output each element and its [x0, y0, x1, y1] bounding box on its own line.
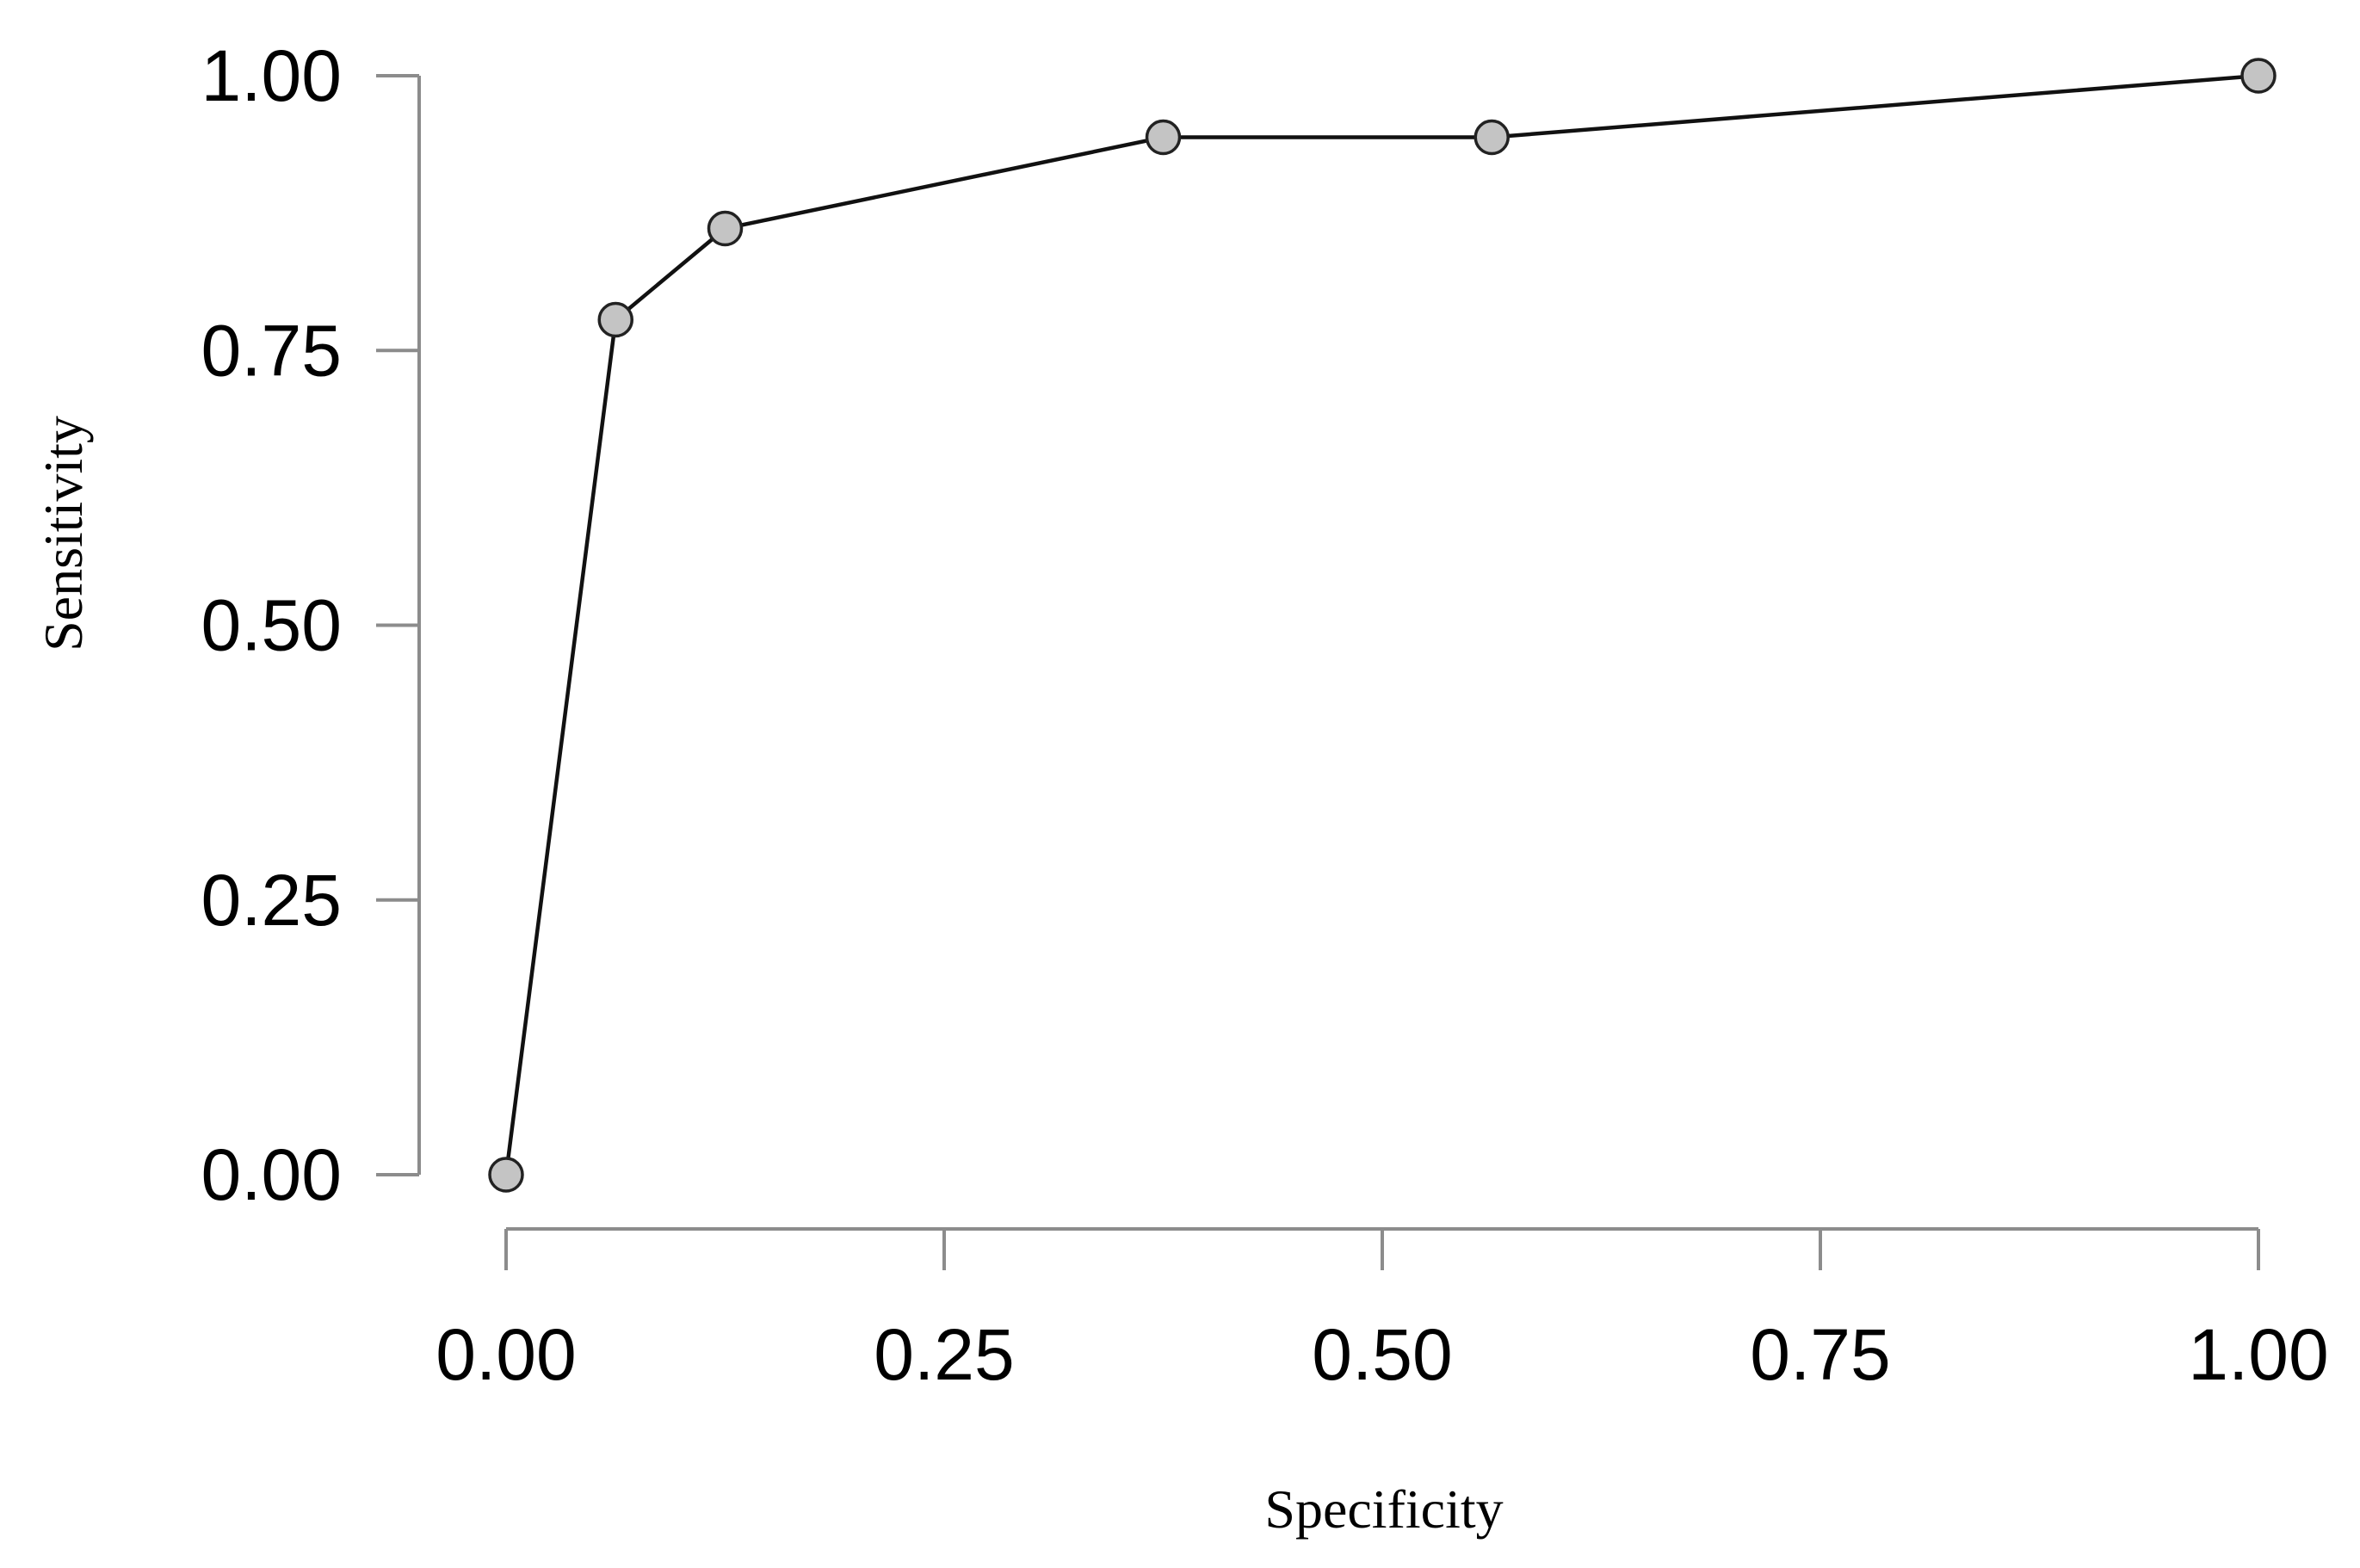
x-tick-label: 0.75: [1750, 1314, 1891, 1395]
roc-data-point: [488, 1157, 524, 1193]
roc-data-point: [1145, 119, 1182, 156]
y-tick-label: 0.25: [201, 860, 343, 941]
y-tick-label: 1.00: [201, 35, 343, 116]
roc-curve-line: [504, 73, 2259, 1176]
y-axis: 0.00 0.25 0.50 0.75 1.00: [201, 35, 421, 1215]
x-tick-label: 0.50: [1312, 1314, 1453, 1395]
roc-data-point: [597, 301, 633, 338]
y-tick-label: 0.00: [201, 1134, 343, 1215]
roc-data-point: [1473, 119, 1510, 156]
y-tick-label: 0.75: [201, 310, 343, 391]
x-tick-label: 0.00: [436, 1314, 577, 1395]
x-tick-label: 1.00: [2188, 1314, 2329, 1395]
x-axis-title: Specificity: [1264, 1478, 1503, 1540]
x-tick-label: 0.25: [874, 1314, 1015, 1395]
roc-data-point: [2240, 58, 2277, 94]
y-axis-title: Sensitivity: [33, 416, 94, 651]
plot-area: [488, 58, 2277, 1193]
roc-data-point: [707, 210, 744, 247]
x-axis: 0.00 0.25 0.50 0.75 1.00: [436, 1227, 2329, 1395]
y-tick-label: 0.50: [201, 585, 343, 666]
